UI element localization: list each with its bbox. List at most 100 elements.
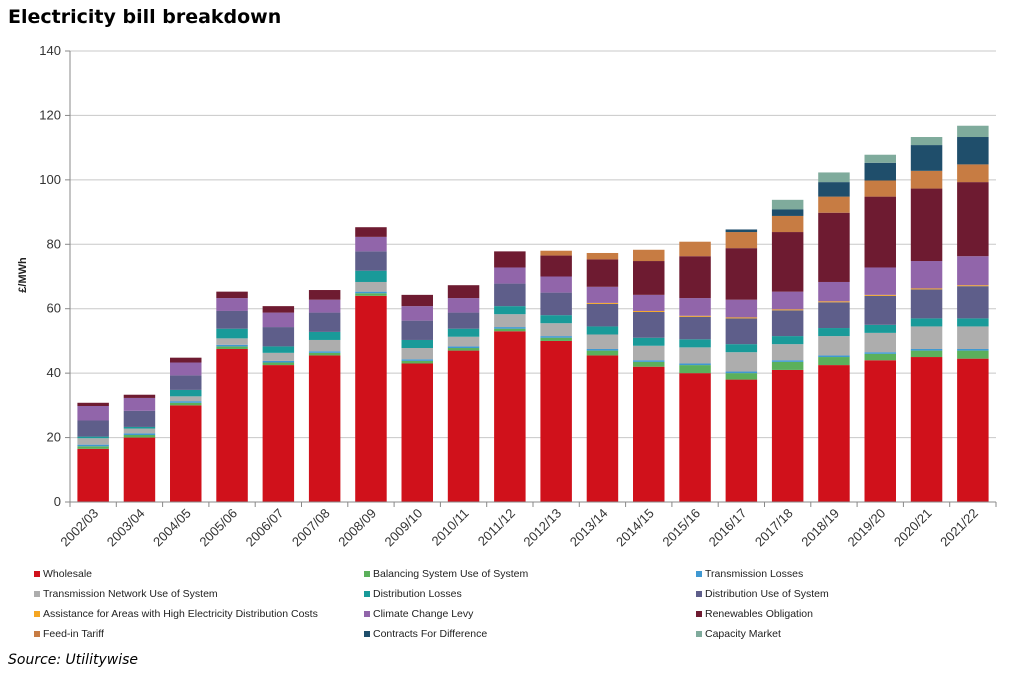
bar-segment: [771, 215, 804, 233]
chart-title: Electricity bill breakdown: [8, 6, 282, 28]
x-tick-label: 2016/17: [706, 506, 750, 550]
bar-segment: [957, 348, 989, 351]
bar-segment: [910, 318, 943, 327]
bar-segment: [725, 344, 758, 353]
bar-segment: [910, 188, 943, 262]
bar-segment: [818, 328, 850, 337]
bar-segment: [123, 428, 156, 434]
bar-segment: [401, 339, 433, 349]
bar-segment: [771, 344, 804, 361]
bar-segment: [957, 350, 989, 359]
bar-segment: [679, 373, 711, 502]
bar-segment: [725, 352, 758, 372]
bar-segment: [355, 227, 387, 237]
bar-segment: [864, 267, 896, 295]
bar-segment: [447, 328, 480, 337]
bar-segment: [308, 339, 341, 352]
legend-label: Assistance for Areas with High Electrici…: [43, 608, 318, 620]
bar-segment: [447, 285, 480, 299]
x-tick-label: 2003/04: [104, 506, 148, 550]
bar-segment: [771, 199, 804, 210]
legend-swatch: [364, 611, 370, 617]
legend-swatch: [696, 571, 702, 577]
bar-segment: [77, 436, 109, 439]
bar-segment: [771, 209, 804, 216]
y-tick-label: 0: [54, 494, 61, 509]
bar-segment: [586, 326, 619, 335]
bar-segment: [864, 352, 896, 354]
bar-segment: [447, 298, 480, 313]
bar-segment: [633, 249, 665, 262]
bar-segment: [401, 320, 433, 340]
bar-segment: [725, 229, 758, 233]
x-axis-ticks: 2002/03 2003/04 2004/05 2005/06 2006/07 2007/…: [57, 502, 997, 550]
bar-segment: [123, 410, 156, 427]
bar-segment: [216, 348, 248, 502]
bar-segment: [308, 312, 341, 332]
bar-segment: [170, 362, 202, 376]
legend-swatch: [696, 631, 702, 637]
bar-segment: [864, 360, 896, 502]
bar-segment: [77, 402, 109, 407]
bar-segment: [771, 360, 804, 362]
bar-segment: [355, 236, 387, 252]
x-tick-label: 2013/14: [567, 506, 611, 550]
legend-swatch: [364, 591, 370, 597]
bar-segment: [401, 359, 433, 361]
bar-segment: [123, 397, 156, 411]
x-tick-label: 2018/19: [798, 506, 842, 550]
y-tick-label: 20: [47, 430, 61, 445]
bar-segment: [262, 306, 295, 313]
bar-segment: [494, 251, 526, 268]
bar-segment: [540, 336, 572, 338]
x-tick-label: 2005/06: [196, 506, 240, 550]
bar-segment: [864, 154, 896, 163]
legend-label: Wholesale: [43, 568, 93, 580]
bar-segment: [355, 295, 387, 502]
bar-segment: [725, 299, 758, 318]
bar-segment: [262, 365, 295, 502]
bar-segment: [957, 358, 989, 502]
bar-segment: [725, 317, 758, 319]
bar-segment: [633, 360, 665, 362]
y-axis-label: £/MWh: [17, 257, 29, 293]
bar-segment: [864, 180, 896, 197]
bar-segment: [77, 446, 109, 449]
bar-segment: [818, 355, 850, 358]
x-tick-label: 2008/09: [335, 506, 379, 550]
bar-segment: [818, 182, 850, 197]
x-tick-label: 2011/12: [475, 506, 518, 549]
legend-item: Transmission Losses: [696, 568, 803, 580]
legend-label: Capacity Market: [705, 628, 781, 640]
y-tick-label: 100: [39, 172, 61, 187]
legend-swatch: [34, 591, 40, 597]
bar-segment: [540, 315, 572, 324]
stacked-bar-chart: 0 20 40 60 80 100 120 140 2002/03 2003/04 2004/05…: [17, 43, 997, 550]
bar-segment: [401, 294, 433, 307]
bar-segment: [262, 312, 295, 328]
legend-swatch: [696, 591, 702, 597]
x-tick-label: 2017/18: [752, 506, 796, 550]
bar-segment: [447, 350, 480, 502]
bar-segment: [77, 438, 109, 445]
legend-label: Renewables Obligation: [705, 608, 813, 620]
bar-segment: [957, 137, 989, 165]
bar-segment: [910, 357, 943, 502]
bar-segment: [216, 338, 248, 345]
bar-segment: [308, 290, 341, 300]
x-tick-label: 2021/22: [937, 506, 981, 550]
bar-segment: [633, 361, 665, 367]
bar-segment: [494, 283, 526, 307]
bar-segment: [633, 310, 665, 312]
bar-segment: [494, 328, 526, 332]
bar-segment: [633, 337, 665, 346]
bar-segment: [864, 294, 896, 296]
legend-item: Balancing System Use of System: [364, 568, 528, 580]
bar-segment: [864, 353, 896, 361]
legend-label: Feed-in Tariff: [43, 628, 104, 640]
bar-segment: [540, 250, 572, 256]
legend-swatch: [696, 611, 702, 617]
bar-segment: [355, 293, 387, 296]
bar-segment: [725, 318, 758, 345]
bar-segment: [170, 357, 202, 363]
